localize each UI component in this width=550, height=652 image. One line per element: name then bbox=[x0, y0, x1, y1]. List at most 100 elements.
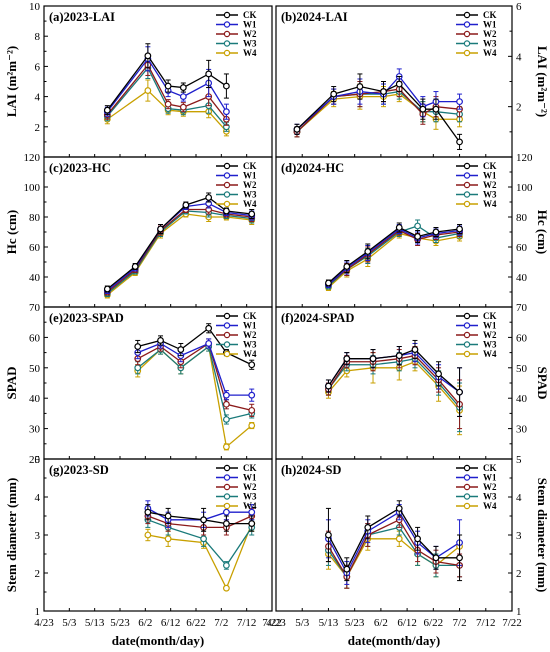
y-tick-label: 5 bbox=[35, 454, 41, 466]
data-point bbox=[330, 90, 338, 98]
series-CK bbox=[325, 339, 463, 417]
y-tick-label: 3 bbox=[35, 530, 41, 542]
series-line bbox=[106, 213, 252, 296]
legend-marker bbox=[463, 30, 471, 38]
legend-label: W1 bbox=[243, 321, 257, 331]
legend-item-W1: W1 bbox=[216, 321, 257, 331]
legend-item-W4: W4 bbox=[456, 501, 497, 511]
data-point bbox=[134, 343, 142, 350]
legend-item-W2: W2 bbox=[216, 330, 257, 340]
data-point bbox=[432, 554, 440, 562]
legend-label: W3 bbox=[243, 190, 257, 200]
data-point bbox=[414, 222, 422, 230]
legend-label: W1 bbox=[243, 473, 257, 483]
data-point bbox=[179, 84, 187, 91]
series-line bbox=[106, 208, 252, 293]
data-point bbox=[222, 108, 230, 116]
data-point bbox=[103, 106, 111, 114]
data-point bbox=[325, 279, 332, 287]
data-point bbox=[222, 82, 230, 90]
y-tick-label: 40 bbox=[516, 393, 528, 405]
x-axis-label-right: date(month/day) bbox=[348, 633, 440, 648]
x-tick-label: 5/3 bbox=[62, 617, 77, 629]
legend-item-W4: W4 bbox=[456, 48, 497, 58]
y-tick-label: 10 bbox=[29, 1, 41, 13]
y-tick-label: 4 bbox=[516, 492, 522, 504]
y-axis-title: Hc (cm) bbox=[535, 210, 550, 254]
legend-item-CK: CK bbox=[456, 311, 497, 321]
legend-item-W1: W1 bbox=[456, 20, 497, 30]
legend-item-W1: W1 bbox=[456, 473, 497, 483]
legend-marker bbox=[463, 341, 471, 348]
series-W1 bbox=[325, 342, 463, 417]
data-point bbox=[380, 88, 387, 95]
data-point bbox=[432, 228, 440, 236]
data-point bbox=[222, 416, 230, 423]
data-point bbox=[200, 535, 208, 543]
legend-marker bbox=[463, 350, 471, 358]
data-point bbox=[248, 520, 256, 527]
data-point bbox=[248, 422, 256, 429]
y-tick-label: 4 bbox=[35, 492, 41, 504]
data-point bbox=[456, 225, 463, 233]
series-CK bbox=[293, 73, 463, 150]
x-tick-label: 6/22 bbox=[186, 617, 206, 629]
legend-label: W2 bbox=[483, 180, 497, 190]
legend-marker bbox=[463, 200, 471, 208]
series-W1 bbox=[293, 68, 463, 135]
panel-title: (c)2023-HC bbox=[49, 161, 111, 175]
panel-title: (g)2023-SD bbox=[49, 463, 109, 477]
legend-marker bbox=[223, 172, 231, 179]
legend-label: W2 bbox=[483, 29, 497, 39]
data-point bbox=[364, 524, 372, 531]
legend-marker bbox=[223, 502, 231, 510]
series-line bbox=[137, 345, 253, 449]
data-point bbox=[205, 324, 213, 332]
y-tick-label: 3 bbox=[516, 530, 522, 542]
data-point bbox=[248, 361, 256, 369]
x-tick-label: 5/3 bbox=[295, 617, 310, 629]
legend-marker bbox=[223, 30, 231, 38]
data-point bbox=[456, 388, 463, 396]
y-tick-label: 5 bbox=[516, 454, 522, 466]
data-point bbox=[182, 201, 190, 209]
legend-item-W3: W3 bbox=[216, 340, 257, 350]
legend-label: W4 bbox=[243, 349, 257, 359]
series-line bbox=[106, 210, 252, 295]
data-point bbox=[414, 535, 422, 543]
y-tick-label: 40 bbox=[29, 393, 41, 405]
legend-item-W3: W3 bbox=[456, 39, 497, 49]
legend-marker bbox=[223, 49, 231, 57]
legend-item-W4: W4 bbox=[456, 199, 497, 209]
legend-marker bbox=[223, 464, 231, 472]
y-tick-label: 120 bbox=[24, 152, 41, 164]
x-tick-label: 6/12 bbox=[397, 617, 417, 629]
data-point bbox=[456, 554, 463, 562]
x-tick-label: 7/2 bbox=[453, 617, 467, 629]
legend-label: W2 bbox=[243, 482, 257, 492]
legend-marker bbox=[463, 474, 471, 481]
legend-item-W3: W3 bbox=[456, 340, 497, 350]
data-point bbox=[157, 337, 164, 344]
data-point bbox=[248, 406, 256, 414]
legend-item-W2: W2 bbox=[456, 29, 497, 39]
series-line bbox=[106, 54, 227, 111]
data-point bbox=[144, 87, 152, 94]
y-tick-label: 100 bbox=[24, 182, 41, 194]
legend-item-W1: W1 bbox=[216, 20, 257, 30]
x-tick-label: 7/12 bbox=[237, 617, 257, 629]
data-point bbox=[144, 531, 152, 539]
legend-item-CK: CK bbox=[216, 161, 257, 171]
y-tick-label: 2 bbox=[35, 568, 41, 580]
series-line bbox=[147, 523, 253, 590]
panel-frame bbox=[43, 5, 273, 158]
legend-marker bbox=[463, 21, 471, 28]
legend-marker bbox=[463, 191, 471, 198]
legend-item-W4: W4 bbox=[456, 349, 497, 359]
x-tick-label: 5/13 bbox=[319, 617, 339, 629]
legend-item-W1: W1 bbox=[456, 171, 497, 181]
data-point bbox=[369, 355, 377, 363]
legend-label: W1 bbox=[483, 321, 497, 331]
